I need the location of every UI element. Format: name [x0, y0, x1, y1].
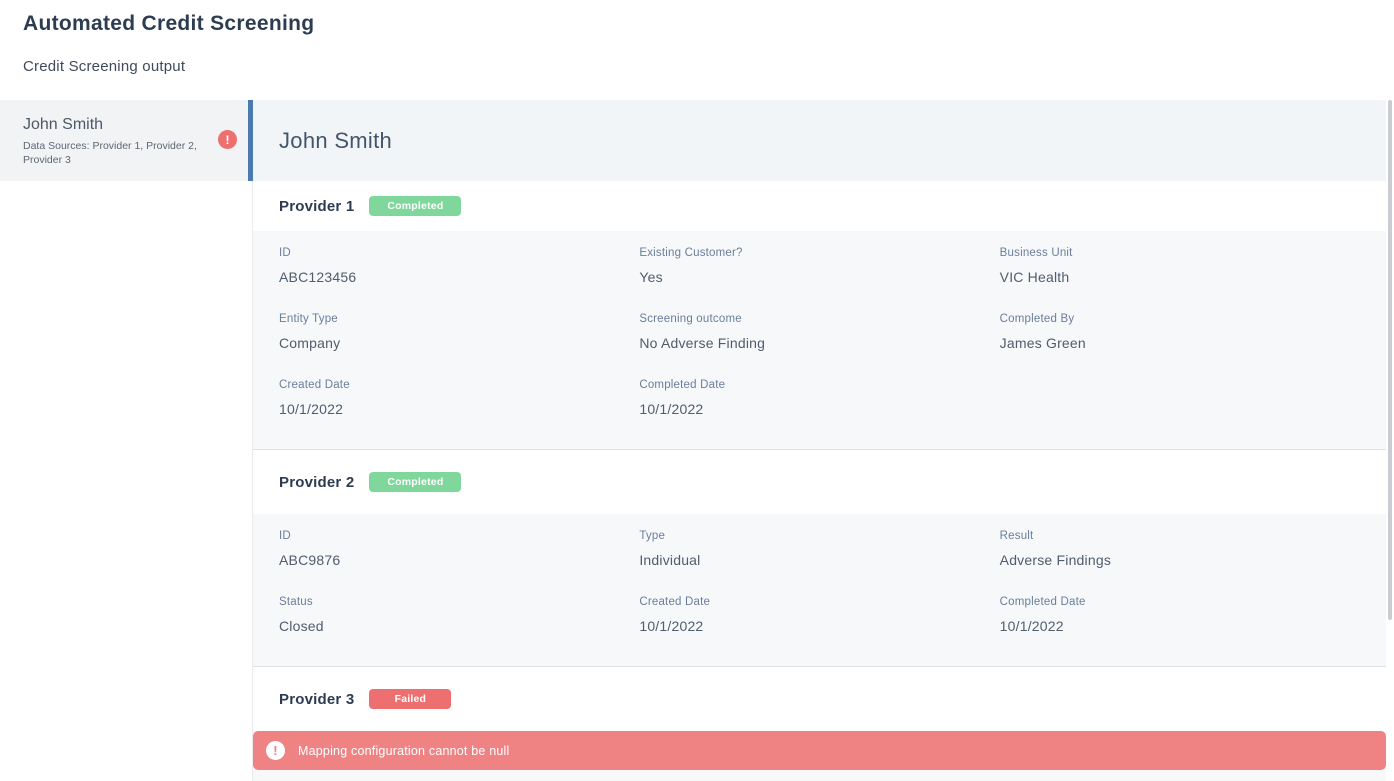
provider-section: Provider 1 Completed ID ABC123456 Existi… [253, 181, 1386, 449]
sidebar: John Smith Data Sources: Provider 1, Pro… [0, 100, 253, 781]
field-label: Completed Date [999, 596, 1086, 608]
field-label: Screening outcome [639, 313, 742, 325]
field: Result Adverse Findings [1000, 530, 1360, 568]
section-background-strip [253, 770, 1386, 781]
field: Type Individual [639, 530, 999, 568]
status-badge: Completed [369, 472, 462, 492]
main-scroll-region: John Smith Provider 1 Completed ID ABC12… [253, 100, 1386, 781]
field-label: Existing Customer? [639, 247, 743, 259]
sidebar-item-john-smith[interactable]: John Smith Data Sources: Provider 1, Pro… [0, 100, 253, 182]
field-label: ID [279, 530, 291, 542]
field-value: 10/1/2022 [639, 401, 704, 417]
provider-sections: Provider 1 Completed ID ABC123456 Existi… [253, 181, 1386, 770]
field-value: Closed [279, 618, 324, 634]
exclamation-circle-icon: ! [266, 741, 285, 760]
field-value: Individual [639, 552, 701, 568]
field-label: Completed By [999, 313, 1075, 325]
main-panel: John Smith Provider 1 Completed ID ABC12… [253, 100, 1394, 781]
field-value: James Green [999, 335, 1086, 351]
field-value: 10/1/2022 [639, 618, 704, 634]
field-value: Adverse Findings [999, 552, 1112, 568]
record-heading-band: John Smith [253, 100, 1386, 181]
field-value: 10/1/2022 [279, 401, 344, 417]
field: Completed Date 10/1/2022 [639, 379, 999, 417]
field-value: Yes [639, 269, 663, 285]
field: Created Date 10/1/2022 [639, 596, 999, 634]
field: ID ABC123456 [279, 247, 639, 285]
provider-header: Provider 1 Completed [253, 181, 1386, 231]
field-label: Business Unit [999, 247, 1073, 259]
field-value: ABC9876 [279, 552, 341, 568]
field: Business Unit VIC Health [1000, 247, 1360, 285]
provider-title: Provider 2 [279, 473, 355, 491]
provider-header: Provider 2 Completed [253, 450, 1386, 514]
provider-fields: ID ABC9876 Type Individual Result Advers… [253, 514, 1386, 666]
content-area: John Smith Data Sources: Provider 1, Pro… [0, 100, 1394, 781]
field-label: Result [999, 530, 1034, 542]
page-subtitle: Credit Screening output [23, 58, 186, 75]
error-banner: ! Mapping configuration cannot be null [253, 731, 1386, 770]
error-banner-message: Mapping configuration cannot be null [298, 743, 510, 758]
exclamation-circle-icon: ! [218, 130, 237, 149]
status-badge: Failed [369, 689, 452, 709]
provider-section: Provider 3 Failed ! Mapping configuratio… [253, 666, 1386, 770]
field-label: Created Date [279, 379, 350, 391]
field: Created Date 10/1/2022 [279, 379, 639, 417]
status-badge: Completed [369, 196, 462, 216]
field-value: Company [279, 335, 341, 351]
page-header: Automated Credit Screening Credit Screen… [0, 0, 1394, 100]
field-label: ID [279, 247, 291, 259]
field-value: No Adverse Finding [639, 335, 766, 351]
field-label: Completed Date [639, 379, 726, 391]
provider-title: Provider 3 [279, 690, 355, 708]
field-value: ABC123456 [279, 269, 357, 285]
provider-fields: ID ABC123456 Existing Customer? Yes Busi… [253, 231, 1386, 449]
field-label: Created Date [639, 596, 711, 608]
field: Completed Date 10/1/2022 [1000, 596, 1360, 634]
field: Screening outcome No Adverse Finding [639, 313, 999, 351]
field: ID ABC9876 [279, 530, 639, 568]
provider-title: Provider 1 [279, 197, 355, 215]
field: Entity Type Company [279, 313, 639, 351]
field-label: Entity Type [279, 313, 338, 325]
sidebar-item-datasources: Data Sources: Provider 1, Provider 2, Pr… [23, 140, 197, 167]
field: Completed By James Green [1000, 313, 1360, 351]
page-title: Automated Credit Screening [23, 12, 315, 35]
field-label: Status [279, 596, 313, 608]
field: Status Closed [279, 596, 639, 634]
provider-section: Provider 2 Completed ID ABC9876 Type Ind… [253, 449, 1386, 666]
field-value: 10/1/2022 [999, 618, 1064, 634]
sidebar-item-name: John Smith [23, 116, 104, 133]
field-value: VIC Health [999, 269, 1070, 285]
provider-header: Provider 3 Failed [253, 667, 1386, 731]
record-heading: John Smith [279, 127, 393, 153]
scrollbar-thumb[interactable] [1388, 100, 1392, 620]
field-label: Type [639, 530, 666, 542]
scrollbar[interactable] [1386, 100, 1394, 781]
field: Existing Customer? Yes [639, 247, 999, 285]
